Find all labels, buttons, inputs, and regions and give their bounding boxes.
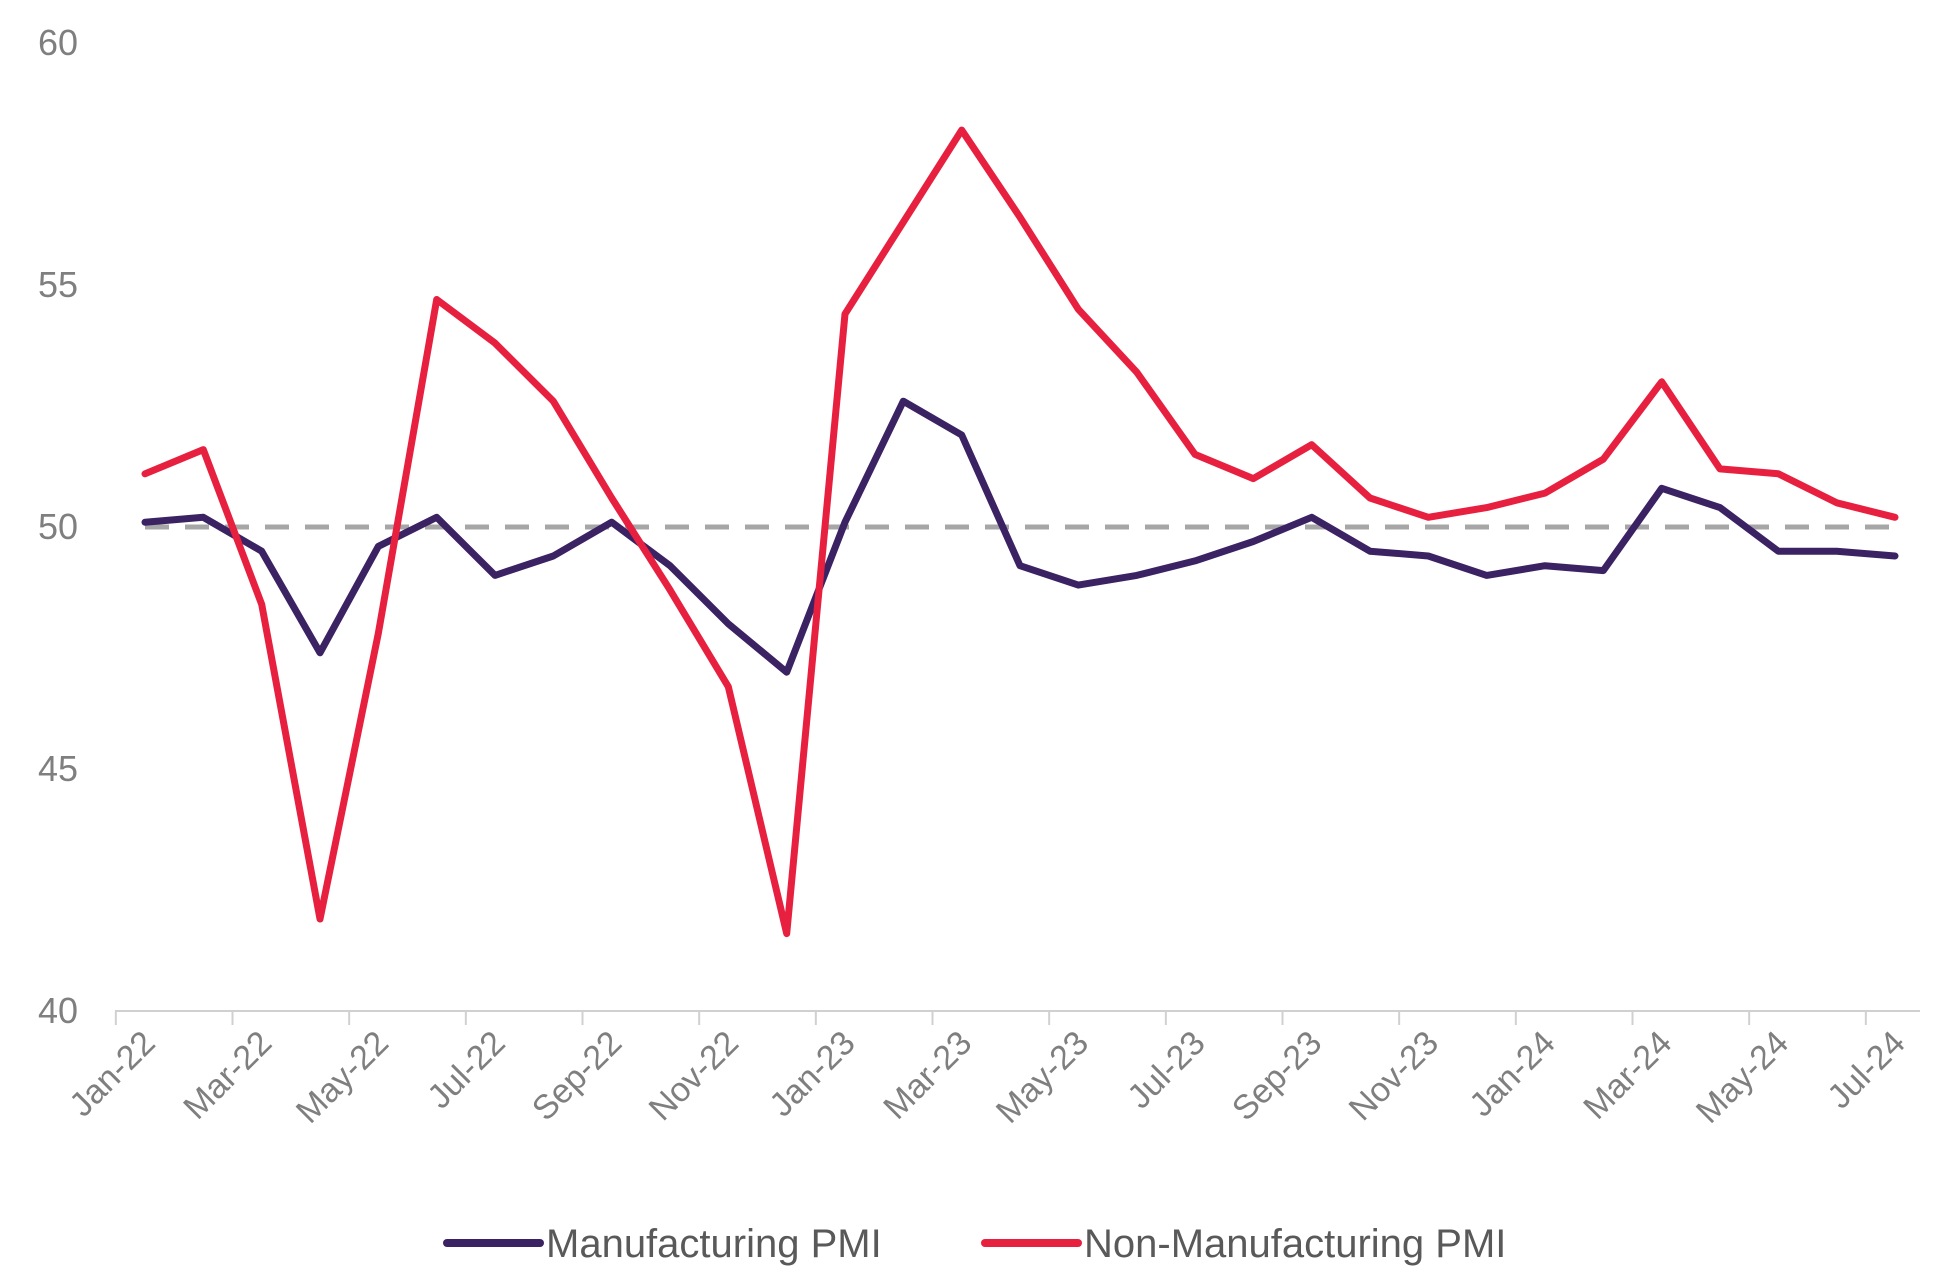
y-tick-label: 60 bbox=[38, 22, 78, 63]
y-tick-label: 55 bbox=[38, 264, 78, 305]
y-axis-tick-labels: 40 45 50 55 60 bbox=[38, 22, 78, 1031]
x-tick-label: Sep-23 bbox=[1225, 1024, 1329, 1128]
x-tick-label: May-23 bbox=[989, 1024, 1096, 1131]
x-tick-label: Sep-22 bbox=[525, 1024, 629, 1128]
legend-label-non-manufacturing-pmi: Non-Manufacturing PMI bbox=[1084, 1222, 1506, 1266]
y-tick-label: 45 bbox=[38, 748, 78, 789]
legend-label-manufacturing-pmi: Manufacturing PMI bbox=[546, 1222, 882, 1266]
x-tick-label: Mar-24 bbox=[1576, 1024, 1679, 1127]
x-axis: Jan-22 Mar-22 May-22 Jul-22 Sep-22 Nov-22 Jan-… bbox=[62, 1010, 1920, 1131]
series-layer bbox=[141, 126, 1899, 938]
series-line-manufacturing-pmi bbox=[141, 397, 1899, 676]
x-tick-label: Jan-22 bbox=[62, 1024, 162, 1124]
legend: Manufacturing PMI Non-Manufacturing PMI bbox=[443, 1222, 1506, 1266]
x-tick-label: Jan-24 bbox=[1462, 1024, 1562, 1124]
x-tick-label: Jul-24 bbox=[1820, 1024, 1912, 1116]
y-tick-label: 40 bbox=[38, 990, 78, 1031]
x-tick-label: Mar-22 bbox=[176, 1024, 279, 1127]
x-tick-label: Nov-22 bbox=[642, 1024, 746, 1128]
x-tick-label: Nov-23 bbox=[1342, 1024, 1446, 1128]
y-tick-label: 50 bbox=[38, 506, 78, 547]
x-tick-label: May-24 bbox=[1689, 1024, 1796, 1131]
x-tick-label: Jul-22 bbox=[420, 1024, 512, 1116]
x-tick-label: Mar-23 bbox=[876, 1024, 979, 1127]
x-tick-label: Jul-23 bbox=[1120, 1024, 1212, 1116]
x-tick-label: Jan-23 bbox=[762, 1024, 862, 1124]
series-line-non-manufacturing-pmi bbox=[141, 126, 1899, 938]
x-tick-label: May-22 bbox=[289, 1024, 396, 1131]
